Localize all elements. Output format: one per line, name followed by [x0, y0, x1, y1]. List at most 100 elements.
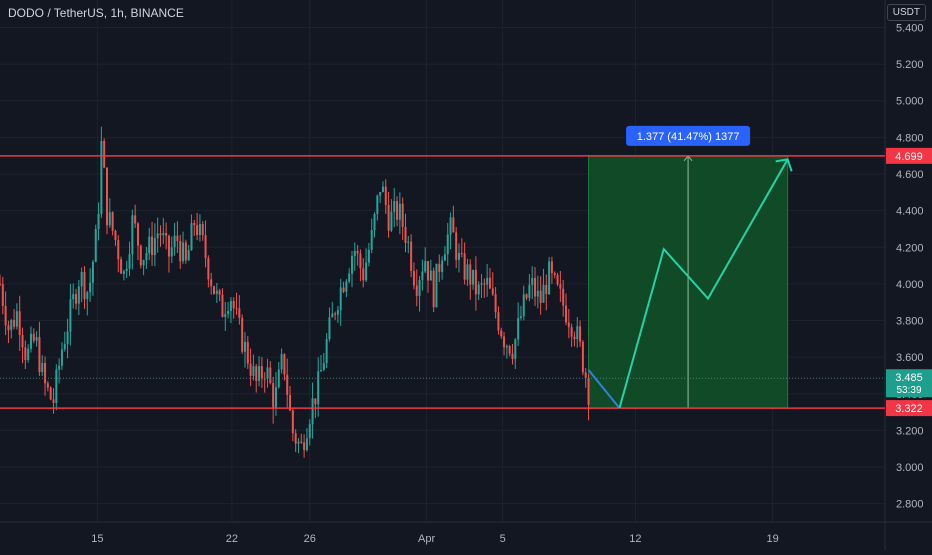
candle-body	[173, 235, 176, 248]
candle-body	[15, 311, 18, 327]
candle-body	[539, 290, 542, 303]
candle-body	[550, 261, 553, 274]
candle-body	[486, 277, 489, 285]
candle-body	[573, 336, 576, 340]
candle-body	[249, 363, 252, 376]
candle-body	[179, 240, 182, 262]
candle-body	[238, 308, 241, 318]
candle-body	[362, 268, 365, 281]
projection-arrow-icon	[775, 158, 793, 172]
candle-body	[379, 191, 382, 196]
candle-body	[286, 374, 289, 395]
candle-body	[528, 284, 531, 299]
candle-body	[393, 201, 396, 212]
candle-body	[198, 224, 201, 236]
projection-entry-line[interactable]	[587, 369, 621, 409]
candle-body	[303, 442, 306, 451]
candle-body	[297, 441, 300, 444]
x-tick-label: 15	[91, 533, 103, 545]
candle-body	[176, 235, 179, 241]
candle-body	[457, 253, 460, 260]
candle-body	[469, 264, 472, 285]
candle-body	[193, 222, 196, 226]
candle-body	[511, 353, 514, 360]
candle-body	[446, 234, 449, 255]
candle-body	[27, 348, 30, 361]
candle-body	[308, 424, 311, 439]
candle-body	[311, 398, 314, 425]
candle-body	[97, 214, 100, 229]
candle-body	[106, 167, 109, 226]
candle-body	[322, 363, 325, 371]
candle-body	[221, 294, 224, 317]
candle-body	[387, 204, 390, 231]
candle-body	[570, 327, 573, 337]
candle-body	[384, 186, 387, 205]
candle-body	[207, 258, 210, 280]
candle-body	[525, 294, 528, 299]
candle-body	[584, 372, 587, 378]
candle-body	[494, 294, 497, 313]
candle-body	[576, 326, 579, 340]
candle-body	[86, 292, 89, 300]
candle-body	[390, 211, 393, 231]
candle-body	[477, 284, 480, 295]
projection-path[interactable]	[618, 158, 789, 409]
y-tick-label: 4.600	[896, 169, 924, 181]
candle-body	[435, 263, 438, 308]
y-tick-label: 3.600	[896, 352, 924, 364]
x-tick-label: 22	[226, 533, 238, 545]
currency-badge[interactable]: USDT	[886, 4, 926, 21]
y-tick-label: 4.000	[896, 279, 924, 291]
candle-body	[196, 225, 199, 236]
candle-body	[190, 222, 193, 251]
candle-body	[427, 261, 430, 281]
candle-body	[336, 310, 339, 315]
candle-body	[587, 377, 590, 405]
x-tick-label: Apr	[418, 533, 435, 545]
candle-body	[415, 285, 418, 296]
candle-body	[320, 370, 323, 372]
candle-body	[108, 212, 111, 226]
y-tick-label: 2.800	[896, 499, 924, 511]
candle-body	[167, 235, 170, 257]
candle-body	[410, 241, 413, 271]
candle-body	[63, 344, 66, 350]
candle-body	[367, 249, 370, 263]
candle-body	[162, 233, 165, 236]
candle-body	[294, 433, 297, 444]
candle-body	[252, 366, 255, 376]
candle-body	[153, 238, 156, 256]
y-tick-label: 4.400	[896, 206, 924, 218]
candle-body	[91, 261, 94, 283]
candle-body	[66, 331, 69, 345]
candle-body	[13, 320, 16, 327]
candle-body	[421, 271, 424, 281]
candle-body	[418, 280, 421, 296]
candle-body	[283, 354, 286, 375]
candle-body	[148, 236, 151, 254]
candle-body	[441, 260, 444, 272]
candle-body	[136, 223, 139, 246]
candle-body	[452, 217, 455, 233]
candle-body	[77, 286, 80, 304]
candle-body	[18, 311, 21, 335]
x-tick-label: 5	[500, 533, 506, 545]
candle-body	[503, 336, 506, 348]
candle-body	[277, 369, 280, 388]
candle-body	[581, 341, 584, 373]
candle-body	[58, 365, 61, 370]
candle-body	[412, 270, 415, 286]
candle-body	[29, 333, 32, 349]
candle-body	[438, 263, 441, 272]
candle-body	[274, 387, 277, 409]
candle-body	[483, 283, 486, 285]
y-tick-label: 3.000	[896, 462, 924, 474]
candle-body	[187, 250, 190, 261]
candle-body	[370, 229, 373, 250]
candle-body	[89, 282, 92, 293]
candle-body	[24, 347, 27, 361]
target-zone-label: 1.377 (41.47%) 1377	[637, 131, 740, 143]
